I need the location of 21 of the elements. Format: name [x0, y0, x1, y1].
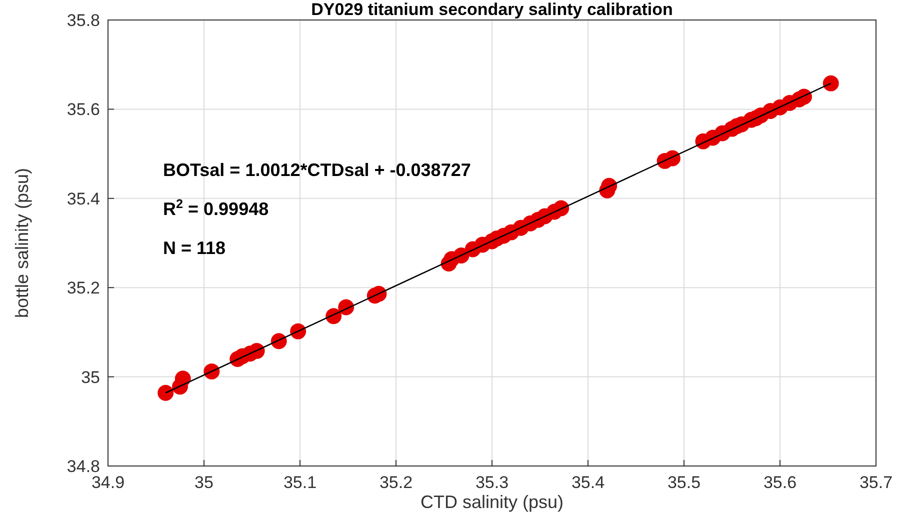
x-tick-label: 35.5 [667, 473, 701, 492]
annotation: N = 118 [163, 238, 226, 258]
x-tick-label: 35.2 [379, 473, 413, 492]
x-tick-label: 34.9 [91, 473, 125, 492]
annotation: R$^{2}$ = 0.99948 [163, 197, 269, 219]
x-tick-label: 35 [194, 473, 214, 492]
y-tick-label: 35.6 [66, 100, 100, 120]
y-tick-label: 35.4 [66, 189, 100, 208]
chart-title: DY029 titanium secondary salinty calibration [311, 0, 673, 19]
x-tick-label: 35.1 [283, 473, 317, 492]
x-tick-label: 35.3 [475, 473, 509, 492]
x-tick-label: 35.6 [763, 473, 797, 492]
y-tick-label: 35.2 [66, 278, 100, 298]
x-axis-title: CTD salinity (psu) [420, 492, 564, 512]
y-tick-label: 34.8 [66, 457, 100, 476]
x-tick-label: 35.4 [571, 473, 605, 492]
y-axis-title: bottle salinity (psu) [12, 168, 32, 318]
annotation: BOTsal = 1.0012*CTDsal + -0.038727 [163, 160, 471, 180]
x-tick-label: 35.7 [859, 473, 893, 492]
y-tick-label: 35 [81, 368, 100, 387]
y-tick-label: 35.8 [66, 11, 100, 30]
